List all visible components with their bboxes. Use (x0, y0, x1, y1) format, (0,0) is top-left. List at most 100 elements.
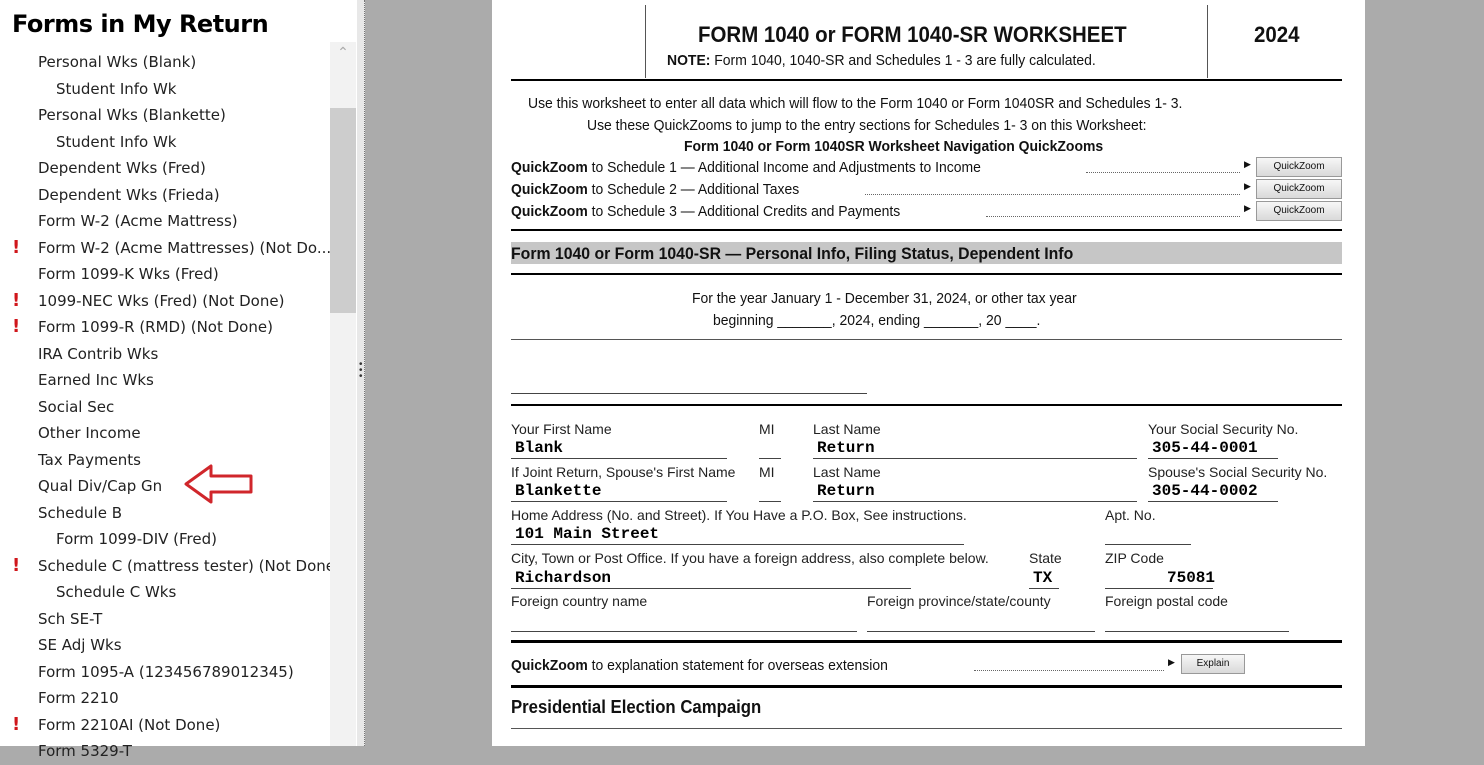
sidebar-item[interactable]: ! 1099-NEC Wks (Fred) (Not Done) (0, 288, 330, 315)
apt-label: Apt. No. (1105, 507, 1156, 523)
sidebar-item[interactable]: Form 1099-K Wks (Fred) (0, 261, 330, 288)
quickzoom-button[interactable]: QuickZoom (1256, 157, 1342, 177)
spouse-ssn-label: Spouse's Social Security No. (1148, 464, 1328, 480)
sidebar-item[interactable]: ! Form 2210AI (Not Done) (0, 712, 330, 739)
sidebar-item-label: Dependent Wks (Frieda) (38, 185, 220, 204)
state-field[interactable]: TX (1033, 569, 1053, 587)
note-text: Form 1040, 1040-SR and Schedules 1 - 3 a… (710, 52, 1096, 69)
sidebar-item[interactable]: Personal Wks (Blankette) (0, 102, 330, 129)
arrow-right-icon: ▶ (1168, 657, 1175, 667)
explain-button[interactable]: Explain (1181, 654, 1245, 674)
zip-field[interactable]: 75081 (1167, 569, 1216, 587)
sidebar-item-label: Form 1099-R (RMD) (Not Done) (38, 318, 273, 336)
overseas-text: to explanation statement for overseas ex… (587, 657, 888, 674)
sidebar-item-label: Form 1095-A (123456789012345) (38, 662, 294, 681)
spouse-last-name-label: Last Name (813, 464, 881, 480)
sidebar-item-label: Schedule C Wks (56, 583, 177, 601)
form-year: 2024 (1254, 22, 1300, 47)
sidebar-item[interactable]: Qual Div/Cap Gn (0, 473, 330, 500)
sidebar-item-label: Form 2210 (38, 689, 119, 707)
quickzoom-button[interactable]: QuickZoom (1256, 179, 1342, 199)
spouse-first-name-field[interactable]: Blankette (515, 482, 602, 500)
sidebar-item[interactable]: Dependent Wks (Frieda) (0, 182, 330, 209)
first-name-label: Your First Name (511, 421, 612, 437)
sidebar-item[interactable]: Personal Wks (Blank) (0, 49, 330, 76)
sidebar-item[interactable]: Form W-2 (Acme Mattress) (0, 208, 330, 235)
sidebar-item[interactable]: Other Income (0, 420, 330, 447)
quickzoom-label: QuickZoom (511, 159, 588, 176)
foreign-country-field[interactable] (511, 631, 857, 632)
sidebar-item[interactable]: Form 1095-A (123456789012345) (0, 659, 330, 686)
sidebar-item-label: Form 2210AI (Not Done) (38, 715, 221, 734)
sidebar-item-label: Earned Inc Wks (38, 371, 154, 389)
sidebar-item-label: 1099-NEC Wks (Fred) (Not Done) (38, 291, 285, 310)
sidebar-item-label: Schedule B (38, 503, 122, 522)
sidebar-item-label: Form W-2 (Acme Mattresses) (Not Do... (38, 238, 330, 257)
last-name-label: Last Name (813, 421, 881, 437)
scrollbar-thumb[interactable] (330, 108, 356, 313)
forms-sidebar: Forms in My Return Personal Wks (Blank) S… (0, 0, 357, 760)
nav-title: Form 1040 or Form 1040SR Worksheet Navig… (684, 138, 1104, 155)
sidebar-item-label: Student Info Wk (56, 79, 177, 98)
sidebar-item[interactable]: SE Adj Wks (0, 632, 330, 659)
address-field[interactable]: 101 Main Street (515, 525, 660, 543)
red-arrow-annotation-icon (184, 464, 253, 504)
form-title: FORM 1040 or FORM 1040-SR WORKSHEET (698, 22, 1127, 47)
sidebar-item[interactable]: ! Form W-2 (Acme Mattresses) (Not Do... (0, 235, 330, 262)
sidebar-item[interactable]: Earned Inc Wks (0, 367, 330, 394)
sidebar-item[interactable]: Student Info Wk (0, 129, 330, 156)
sidebar-title: Forms in My Return (12, 10, 269, 38)
mi-label: MI (759, 421, 775, 437)
arrow-right-icon: ▶ (1244, 181, 1251, 191)
quickzoom-row-text: to Schedule 3 — Additional Credits and P… (587, 203, 901, 220)
sidebar-item-label: Qual Div/Cap Gn (38, 477, 163, 495)
ssn-field[interactable]: 305-44-0001 (1152, 439, 1258, 457)
pec-title: Presidential Election Campaign (511, 697, 762, 717)
forms-list: Personal Wks (Blank) Student Info Wk Perso… (0, 49, 330, 765)
scroll-up-icon[interactable]: ⌃ (337, 44, 349, 60)
sidebar-item[interactable]: Schedule B (0, 500, 330, 527)
sidebar-item[interactable]: Sch SE-T (0, 606, 330, 633)
tax-year-line-2[interactable]: beginning _______, 2024, ending _______,… (713, 312, 1041, 329)
quickzoom-label: QuickZoom (511, 181, 588, 198)
note-label: NOTE: (667, 52, 711, 69)
foreign-postal-label: Foreign postal code (1105, 593, 1228, 609)
sidebar-item[interactable]: ! Form 1099-R (RMD) (Not Done) (0, 314, 330, 341)
spouse-first-name-label: If Joint Return, Spouse's First Name (511, 464, 736, 480)
sidebar-item[interactable]: Student Info Wk (0, 76, 330, 103)
sidebar-item-label: Schedule C (mattress tester) (Not Done) (38, 556, 330, 575)
sidebar-item[interactable]: Schedule C Wks (0, 579, 330, 606)
sidebar-item-label: Tax Payments (38, 450, 142, 469)
sidebar-item-label: SE Adj Wks (38, 636, 122, 654)
spouse-ssn-field[interactable]: 305-44-0002 (1152, 482, 1258, 500)
sidebar-item-label: Social Sec (38, 397, 115, 416)
foreign-postal-field[interactable] (1105, 631, 1289, 632)
spouse-mi-label: MI (759, 464, 775, 480)
first-name-field[interactable]: Blank (515, 439, 564, 457)
ssn-label: Your Social Security No. (1148, 421, 1299, 437)
sidebar-item[interactable]: Social Sec (0, 394, 330, 421)
foreign-country-label: Foreign country name (511, 593, 648, 609)
sidebar-item[interactable]: Tax Payments (0, 447, 330, 474)
pane-splitter[interactable]: • • • (357, 0, 365, 746)
sidebar-item-label: Form W-2 (Acme Mattress) (38, 212, 238, 230)
spouse-last-name-field[interactable]: Return (817, 482, 875, 500)
warning-icon: ! (12, 236, 21, 258)
sidebar-item-label: Dependent Wks (Fred) (38, 159, 206, 177)
sidebar-item[interactable]: IRA Contrib Wks (0, 341, 330, 368)
sidebar-item[interactable]: Dependent Wks (Fred) (0, 155, 330, 182)
quickzoom-row: QuickZoom to Schedule 2 — Additional Tax… (511, 181, 799, 198)
quickzoom-button[interactable]: QuickZoom (1256, 201, 1342, 221)
city-field[interactable]: Richardson (515, 569, 612, 587)
sidebar-item[interactable]: Form 2210 (0, 685, 330, 712)
sidebar-item[interactable]: Form 1099-DIV (Fred) (0, 526, 330, 553)
quickzoom-row: QuickZoom to Schedule 1 — Additional Inc… (511, 159, 981, 176)
last-name-field[interactable]: Return (817, 439, 875, 457)
sidebar-item[interactable]: Form 5329-T (0, 738, 330, 765)
sidebar-scrollbar[interactable]: ⌃ (330, 42, 356, 746)
splitter-grip-icon[interactable]: • • • (359, 359, 363, 382)
sidebar-item-label: Form 1099-DIV (Fred) (56, 530, 217, 548)
sidebar-item[interactable]: ! Schedule C (mattress tester) (Not Done) (0, 553, 330, 580)
quickzoom-row-text: to Schedule 1 — Additional Income and Ad… (587, 159, 981, 176)
foreign-province-field[interactable] (867, 631, 1095, 632)
